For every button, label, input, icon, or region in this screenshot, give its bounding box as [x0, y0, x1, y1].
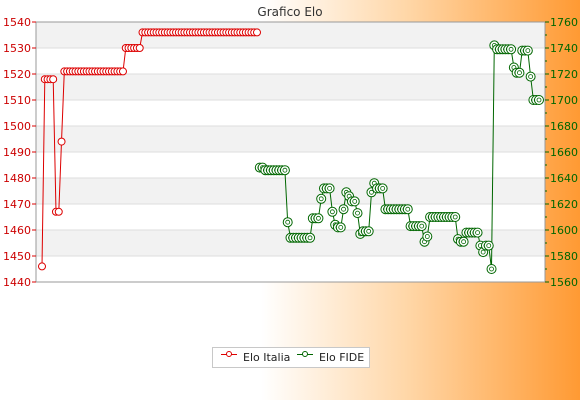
point-elo-fide-inner — [528, 74, 534, 79]
left-tick-label: 1490 — [3, 146, 31, 159]
plot-band — [36, 178, 545, 204]
point-elo-fide — [522, 45, 533, 56]
right-tick-label: 1600 — [550, 224, 578, 237]
point-elo-fide-inner — [327, 185, 332, 191]
legend-marker-elo-fide — [302, 351, 308, 357]
point-elo-fide-inner — [341, 206, 346, 212]
point-elo-italia — [252, 28, 261, 37]
point-elo-fide — [305, 232, 316, 243]
point-elo-fide-inner — [285, 219, 291, 225]
point-elo-italia — [49, 75, 58, 84]
plot-band — [36, 100, 545, 126]
right-tick-label: 1680 — [550, 120, 578, 133]
right-tick-label: 1700 — [550, 94, 578, 107]
point-elo-fide — [279, 165, 290, 176]
point-elo-fide-inner — [366, 228, 372, 234]
left-tick-label: 1440 — [3, 276, 31, 289]
plot-band — [36, 22, 545, 48]
right-tick-label: 1760 — [550, 16, 578, 29]
point-elo-fide — [534, 95, 544, 105]
point-elo-fide — [313, 213, 324, 224]
point-elo-fide — [458, 236, 469, 247]
point-elo-fide-inner — [525, 48, 531, 53]
plot-band — [36, 256, 545, 282]
point-elo-fide — [472, 227, 483, 238]
left-tick-label: 1540 — [3, 16, 31, 29]
plot-band — [36, 126, 545, 152]
right-tick-label: 1640 — [550, 172, 578, 185]
point-elo-fide — [486, 264, 497, 274]
point-elo-italia — [135, 44, 144, 52]
point-elo-fide-inner — [536, 97, 542, 103]
point-elo-fide-inner — [508, 46, 514, 52]
point-elo-fide — [352, 208, 363, 219]
point-elo-fide — [282, 217, 293, 228]
left-tick-label: 1450 — [3, 250, 31, 263]
right-tick-label: 1620 — [550, 198, 578, 211]
point-elo-fide — [327, 206, 338, 217]
point-elo-fide-inner — [517, 70, 522, 76]
right-tick-label: 1740 — [550, 42, 578, 55]
point-elo-fide-inner — [489, 266, 494, 272]
point-elo-fide — [349, 196, 360, 207]
point-elo-fide-inner — [316, 215, 321, 221]
point-elo-fide — [514, 67, 525, 78]
point-elo-fide-inner — [424, 234, 430, 239]
legend-label-elo-fide: Elo FIDE — [319, 351, 365, 364]
point-elo-fide — [324, 183, 335, 194]
left-tick-label: 1500 — [3, 120, 31, 133]
left-tick-label: 1470 — [3, 198, 31, 211]
point-elo-fide — [363, 226, 374, 237]
point-elo-fide-inner — [355, 210, 360, 216]
point-elo-fide-inner — [369, 189, 374, 195]
left-tick-label: 1520 — [3, 68, 31, 81]
chart-legend: Elo Italia Elo FIDE — [212, 347, 370, 368]
point-elo-fide — [483, 240, 494, 251]
point-elo-fide-inner — [452, 214, 458, 220]
point-elo-fide — [402, 204, 413, 215]
point-elo-fide — [506, 44, 517, 55]
right-tick-label: 1560 — [550, 276, 578, 289]
point-elo-italia — [38, 262, 46, 271]
point-elo-fide-inner — [307, 235, 313, 241]
left-tick-label: 1460 — [3, 224, 31, 237]
point-elo-fide-inner — [318, 196, 324, 202]
right-tick-label: 1660 — [550, 146, 578, 159]
point-elo-italia — [54, 207, 63, 216]
left-tick-label: 1480 — [3, 172, 31, 185]
point-elo-fide — [338, 204, 349, 215]
point-elo-italia — [118, 67, 127, 76]
point-elo-fide — [416, 221, 427, 232]
plot-band — [36, 74, 545, 100]
point-elo-fide — [450, 212, 461, 222]
chart-title: Grafico Elo — [257, 5, 322, 19]
point-elo-fide — [525, 71, 536, 82]
plot-band — [36, 152, 545, 178]
point-elo-fide-inner — [352, 198, 358, 204]
left-tick-label: 1510 — [3, 94, 31, 107]
point-elo-fide-inner — [282, 167, 288, 173]
point-elo-fide-inner — [461, 239, 467, 245]
right-tick-label: 1580 — [550, 250, 578, 263]
point-elo-fide-inner — [405, 206, 411, 212]
point-elo-fide — [377, 183, 388, 194]
left-tick-label: 1530 — [3, 42, 31, 55]
legend-label-elo-italia: Elo Italia — [243, 351, 291, 364]
point-elo-fide-inner — [486, 243, 492, 249]
point-elo-fide-inner — [419, 223, 425, 229]
point-elo-fide — [316, 193, 327, 204]
point-elo-fide — [422, 231, 433, 242]
point-elo-fide-inner — [329, 209, 335, 215]
point-elo-fide-inner — [338, 224, 344, 230]
right-tick-label: 1720 — [550, 68, 578, 81]
legend-marker-elo-italia — [226, 351, 232, 357]
point-elo-fide-inner — [480, 249, 486, 255]
point-elo-fide-inner — [475, 230, 480, 236]
point-elo-fide — [335, 222, 346, 233]
point-elo-italia — [57, 137, 66, 146]
point-elo-fide-inner — [380, 185, 386, 191]
